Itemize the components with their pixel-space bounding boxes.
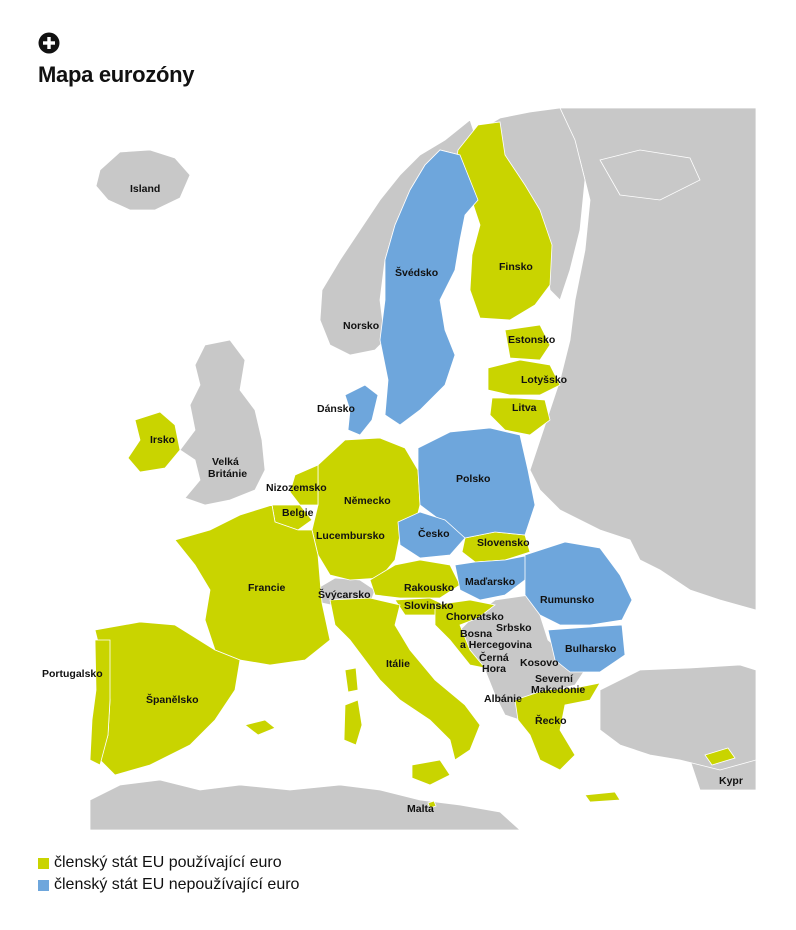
label-cerna-hora-2: Hora	[482, 663, 506, 675]
land-kola	[599, 149, 701, 201]
country-polsko[interactable]	[417, 427, 536, 539]
label-bulharsko: Bulharsko	[565, 643, 616, 655]
euro-countries	[89, 121, 736, 809]
label-lucembursko: Lucembursko	[316, 530, 385, 542]
label-island: Island	[130, 183, 160, 195]
country-cesko[interactable]	[397, 511, 466, 559]
label-cesko: Česko	[418, 527, 450, 540]
label-chorvatsko: Chorvatsko	[446, 611, 504, 623]
label-madarsko: Maďarsko	[465, 576, 515, 588]
label-severni-makedonie-1: Severní	[535, 673, 574, 685]
page-title: Mapa eurozóny	[38, 62, 195, 87]
country-francie[interactable]	[174, 504, 331, 666]
land-turkey	[599, 664, 757, 771]
label-polsko: Polsko	[456, 473, 490, 485]
legend-label-euro: členský stát EU používající euro	[54, 854, 282, 871]
country-rumunsko[interactable]	[524, 541, 633, 626]
label-dansko: Dánsko	[317, 403, 355, 415]
country-nizozemsko[interactable]	[289, 464, 319, 506]
plus-circle-icon[interactable]	[38, 32, 60, 54]
label-svycarsko: Švýcarsko	[318, 588, 371, 601]
legend-swatch-euro	[38, 858, 49, 869]
country-irsko[interactable]	[127, 411, 181, 473]
non-euro-countries	[344, 149, 633, 673]
country-svedsko[interactable]	[379, 149, 479, 426]
label-recko: Řecko	[535, 714, 567, 727]
label-srbsko: Srbsko	[496, 622, 532, 634]
label-cerna-hora-1: Černá	[479, 651, 509, 664]
label-velka-britanie-2: Británie	[208, 468, 247, 480]
label-albanie: Albánie	[484, 693, 522, 705]
label-finsko: Finsko	[499, 261, 533, 273]
label-irsko: Irsko	[150, 434, 175, 446]
country-portugalsko[interactable]	[89, 639, 111, 766]
label-velka-britanie-1: Velká	[212, 456, 239, 468]
label-kypr: Kypr	[719, 775, 743, 787]
label-malta: Malta	[407, 803, 434, 815]
land-background	[89, 107, 757, 830]
label-rakousko: Rakousko	[404, 582, 454, 594]
label-nemecko: Německo	[344, 495, 391, 507]
label-rumunsko: Rumunsko	[540, 594, 594, 606]
island-sicilie[interactable]	[411, 759, 451, 786]
country-recko[interactable]	[514, 682, 601, 771]
label-nizozemsko: Nizozemsko	[266, 482, 327, 494]
label-italie: Itálie	[386, 658, 410, 670]
country-nemecko[interactable]	[311, 437, 421, 581]
label-severni-makedonie-2: Makedonie	[531, 684, 585, 696]
island-kreta[interactable]	[584, 791, 621, 803]
label-kosovo: Kosovo	[520, 657, 559, 669]
label-slovensko: Slovensko	[477, 537, 530, 549]
country-estonsko[interactable]	[504, 324, 551, 361]
country-kypr[interactable]	[704, 747, 736, 766]
label-bosna-1: Bosna	[460, 628, 492, 640]
country-bulharsko[interactable]	[547, 624, 626, 673]
island-korsika[interactable]	[344, 667, 359, 693]
country-malta[interactable]	[427, 800, 437, 809]
land-north-africa	[89, 779, 521, 830]
legend-swatch-non-euro	[38, 880, 49, 891]
country-labels: Island Norsko Švédsko Finsko Estonsko Lo…	[42, 183, 743, 815]
label-estonsko: Estonsko	[508, 334, 555, 346]
island-baleary[interactable]	[244, 719, 276, 736]
label-francie: Francie	[248, 582, 286, 594]
country-litva[interactable]	[489, 397, 551, 436]
land-uk	[179, 339, 266, 506]
label-litva: Litva	[512, 402, 537, 414]
country-chorvatsko[interactable]	[434, 599, 496, 669]
label-spanelsko: Španělsko	[146, 693, 199, 706]
label-norsko: Norsko	[343, 320, 379, 332]
label-slovinsko: Slovinsko	[404, 600, 454, 612]
country-dansko[interactable]	[344, 384, 379, 436]
label-belgie: Belgie	[282, 507, 314, 519]
country-lotyssko[interactable]	[487, 359, 561, 396]
label-svedsko: Švédsko	[395, 266, 438, 279]
island-sardinie[interactable]	[343, 699, 363, 746]
label-lotyssko: Lotyšsko	[521, 374, 567, 386]
eurozone-map: Island Norsko Švédsko Finsko Estonsko Lo…	[42, 107, 757, 830]
land-island	[95, 149, 191, 211]
country-italie[interactable]	[329, 597, 481, 761]
label-portugalsko: Portugalsko	[42, 668, 103, 680]
label-bosna-2: a Hercegovina	[460, 639, 532, 651]
legend-label-non-euro: členský stát EU nepoužívající euro	[54, 876, 300, 893]
